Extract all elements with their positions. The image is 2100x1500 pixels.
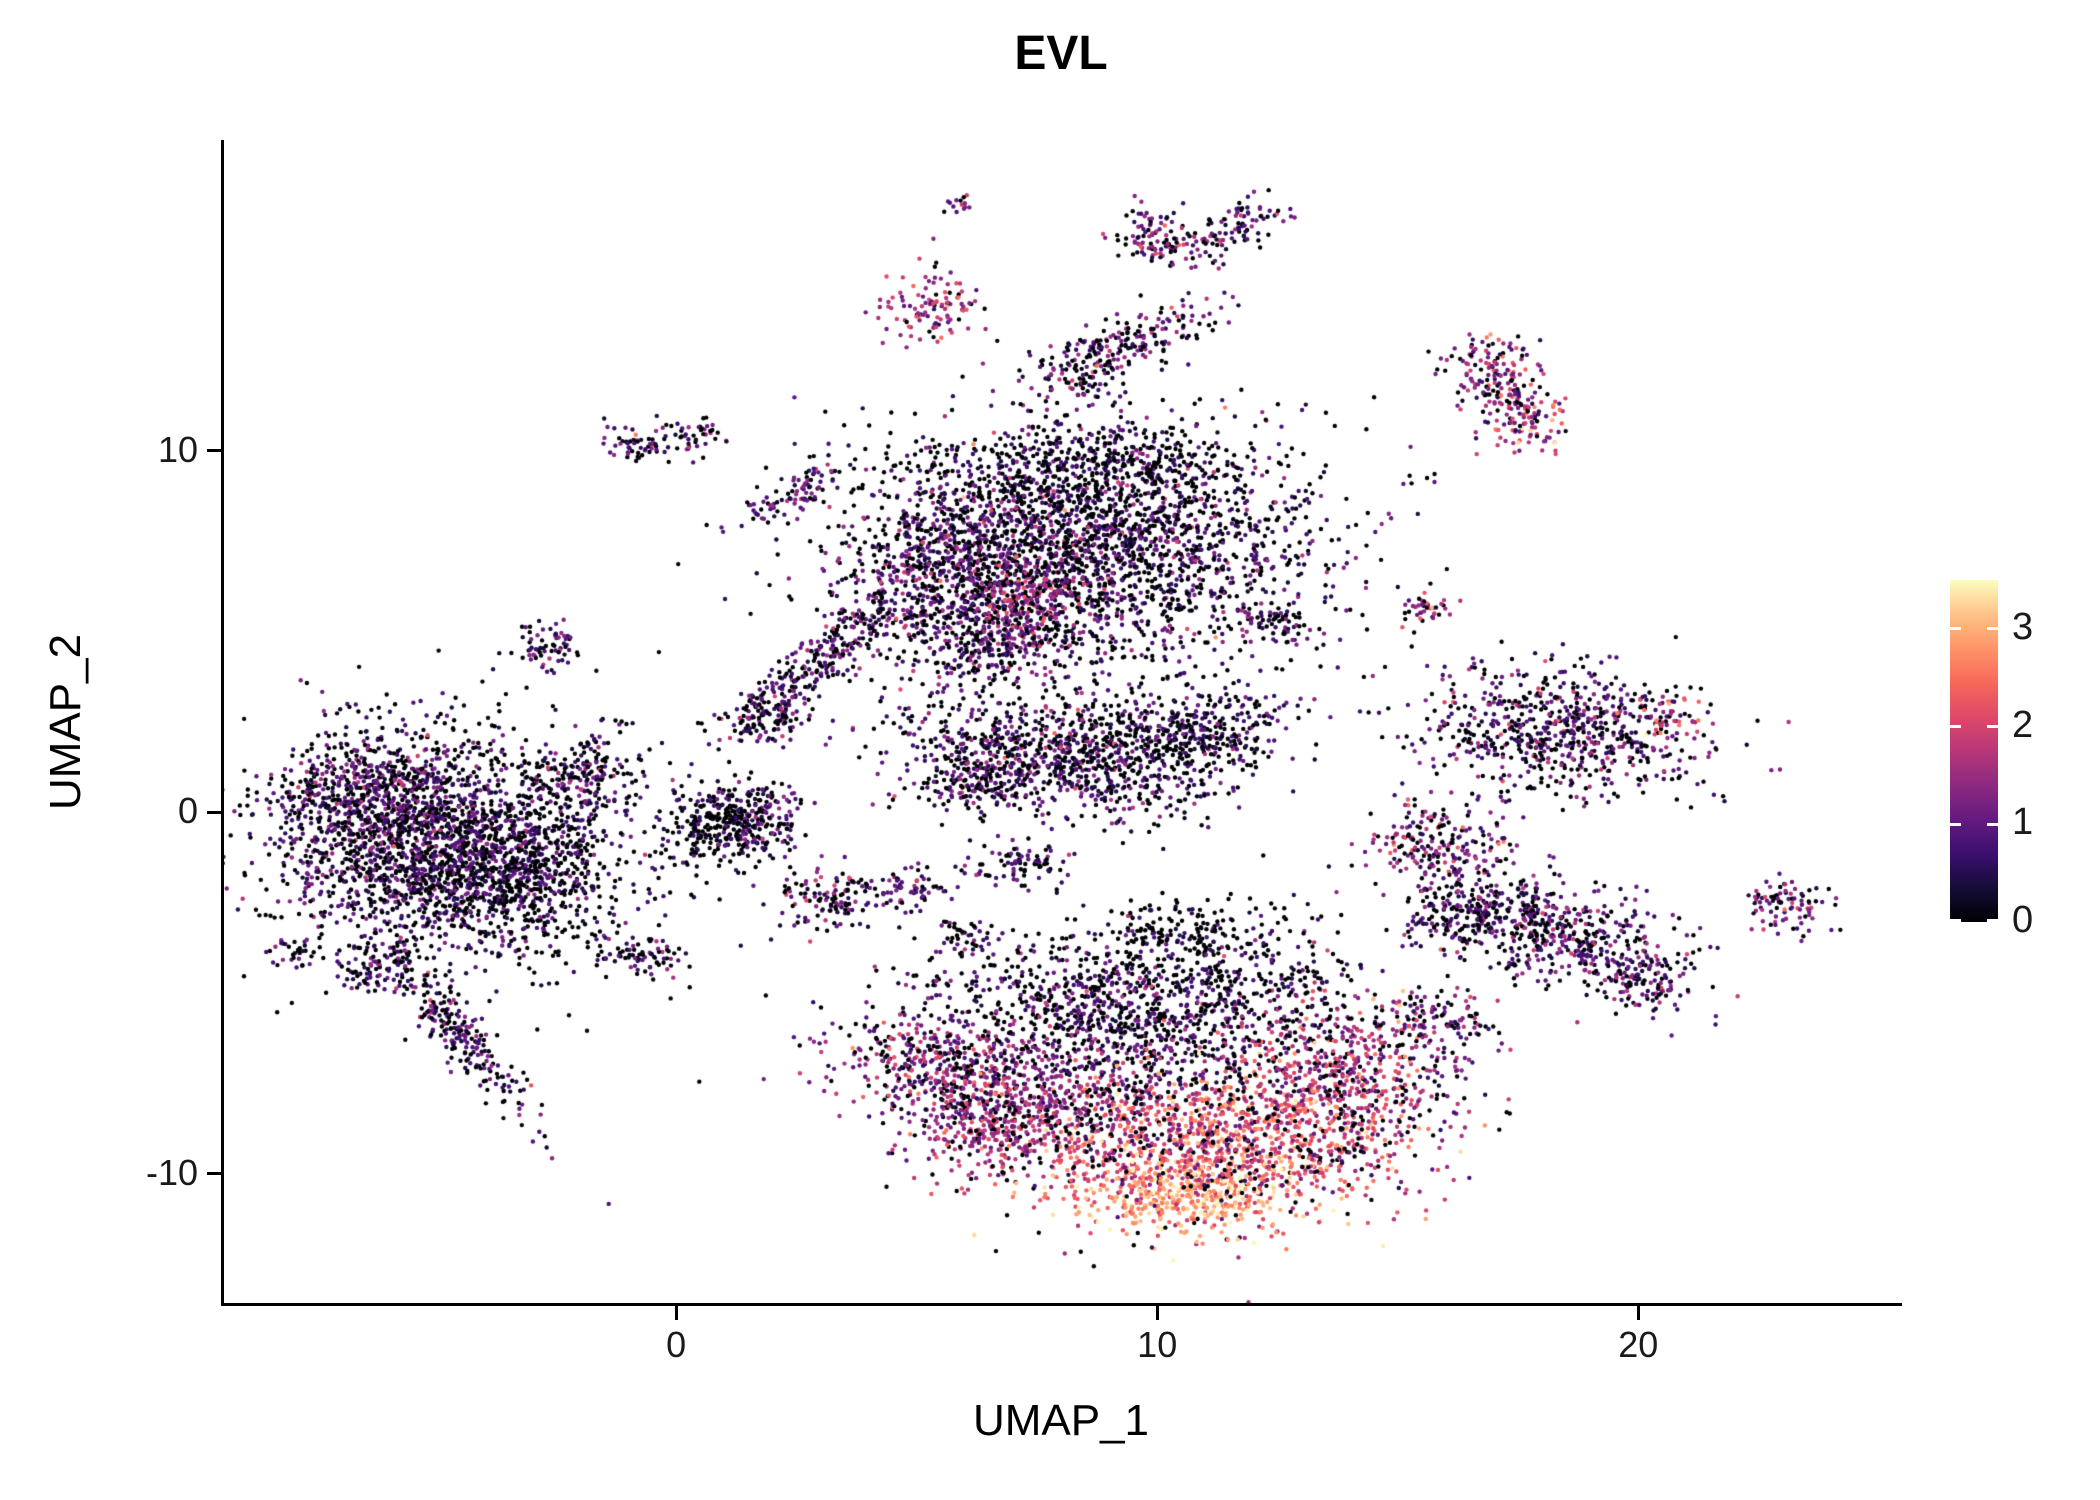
chart-title: EVL (1014, 27, 1108, 80)
x-tick-mark (674, 1306, 678, 1320)
x-axis-title: UMAP_1 (972, 1396, 1150, 1445)
colorbar-tick-label: 2 (2012, 703, 2034, 746)
colorbar-tick-mark (1950, 627, 1961, 631)
x-tick-mark (1636, 1306, 1640, 1320)
y-axis-title: UMAP_2 (41, 633, 90, 811)
x-tick-label: 0 (666, 1324, 687, 1365)
x-tick-label: 10 (1137, 1324, 1178, 1365)
colorbar-tick-mark (1950, 822, 1961, 826)
y-tick-label: -10 (145, 1151, 198, 1193)
colorbar-tick-mark (1987, 919, 1998, 922)
y-tick-label: 10 (157, 428, 198, 470)
colorbar-tick-mark (1950, 725, 1961, 729)
x-axis-line (221, 1303, 1902, 1306)
y-tick-mark (207, 810, 221, 814)
y-tick-label: 0 (177, 790, 198, 832)
colorbar-tick-mark (1950, 919, 1961, 922)
colorbar-tick-label: 0 (2012, 899, 2034, 941)
colorbar-tick-label: 1 (2012, 801, 2034, 844)
colorbar-tick-label: 3 (2012, 605, 2034, 648)
colorbar-tick-mark (1987, 627, 1998, 631)
y-tick-mark (207, 449, 221, 453)
x-tick-mark (1155, 1306, 1159, 1320)
y-axis-line (221, 140, 224, 1306)
colorbar-tick-mark (1987, 725, 1998, 729)
colorbar-gradient (1950, 580, 1998, 922)
colorbar-tick-mark (1987, 822, 1998, 826)
x-tick-label: 20 (1618, 1324, 1659, 1365)
y-tick-mark (207, 1172, 221, 1176)
